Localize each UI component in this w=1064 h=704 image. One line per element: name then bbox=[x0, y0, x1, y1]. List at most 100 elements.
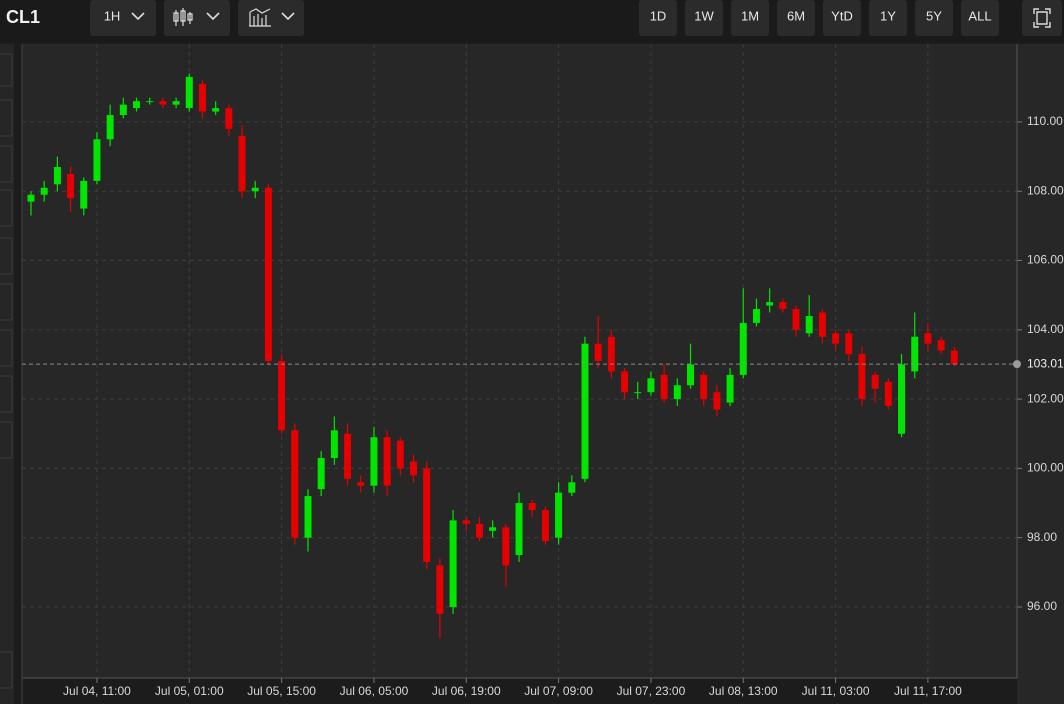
range-label: 1M bbox=[741, 8, 759, 23]
button-bg bbox=[869, 0, 907, 36]
candle-body bbox=[818, 312, 826, 337]
candle-body bbox=[93, 139, 101, 181]
candle-body bbox=[845, 333, 853, 355]
candle-body bbox=[937, 340, 945, 351]
candle-body bbox=[911, 336, 919, 372]
range-button[interactable]: 1D bbox=[639, 0, 677, 36]
y-tick-label: 100.00 bbox=[1027, 461, 1064, 475]
candle-body bbox=[185, 76, 193, 109]
candle-body bbox=[766, 302, 774, 306]
indicator-button[interactable] bbox=[238, 0, 304, 36]
x-tick-label: Jul 06, 19:00 bbox=[432, 684, 501, 698]
candle-body bbox=[159, 101, 167, 105]
candle-body bbox=[357, 482, 365, 486]
range-label: ALL bbox=[968, 8, 991, 23]
button-bg bbox=[90, 0, 156, 36]
candle-body bbox=[133, 101, 141, 109]
x-tick-label: Jul 05, 01:00 bbox=[155, 684, 224, 698]
candle-body bbox=[67, 173, 75, 199]
tool-slots bbox=[0, 53, 13, 689]
x-tick-label: Jul 06, 05:00 bbox=[340, 684, 409, 698]
button-bg bbox=[1022, 0, 1062, 36]
candle-body bbox=[423, 468, 431, 562]
candle-body bbox=[687, 364, 694, 386]
range-button[interactable]: 1Y bbox=[869, 0, 907, 36]
candle-body bbox=[792, 309, 800, 330]
candle-body bbox=[739, 322, 747, 375]
x-tick-label: Jul 11, 03:00 bbox=[802, 684, 870, 698]
range-button[interactable]: 1W bbox=[685, 0, 723, 36]
candle-body bbox=[541, 509, 549, 542]
candle-body bbox=[805, 315, 813, 334]
candle-body bbox=[832, 333, 840, 344]
side-toolbar bbox=[0, 44, 14, 704]
x-tick-label: Jul 07, 23:00 bbox=[617, 684, 686, 698]
candle-body bbox=[251, 187, 259, 192]
x-tick-label: Jul 11, 17:00 bbox=[894, 684, 962, 698]
fullscreen-icon bbox=[1033, 8, 1051, 28]
x-tick-label: Jul 08, 13:00 bbox=[709, 684, 778, 698]
candle-body bbox=[238, 135, 246, 192]
candle-body bbox=[621, 371, 629, 393]
button-bg bbox=[731, 0, 769, 36]
fullscreen-button[interactable] bbox=[1022, 0, 1062, 36]
candle-body bbox=[871, 374, 879, 389]
candle-body bbox=[410, 461, 418, 476]
candle-body bbox=[278, 361, 286, 431]
range-button[interactable]: ALL bbox=[961, 0, 999, 36]
y-tick-label: 96.00 bbox=[1027, 599, 1057, 613]
range-button[interactable]: 1M bbox=[731, 0, 769, 36]
x-tick-label: Jul 07, 09:00 bbox=[524, 684, 593, 698]
chart-type-button[interactable] bbox=[164, 0, 230, 36]
candle-body bbox=[489, 527, 497, 531]
candle-body bbox=[106, 115, 114, 140]
chevron bbox=[206, 12, 220, 21]
y-tick-label: 98.00 bbox=[1027, 530, 1057, 544]
candle-body bbox=[660, 374, 668, 400]
candle-body bbox=[317, 458, 325, 490]
range-button[interactable]: 6M bbox=[777, 0, 815, 36]
interval-button[interactable]: 1H bbox=[90, 0, 156, 36]
candle-body bbox=[647, 378, 655, 393]
candle-body bbox=[779, 302, 787, 310]
candle-body bbox=[344, 433, 352, 479]
range-label: 6M bbox=[787, 8, 805, 23]
last-price-label: 103.01 bbox=[1027, 356, 1064, 370]
candle-body bbox=[607, 336, 615, 372]
candle-body bbox=[462, 520, 470, 524]
candle-icon bbox=[173, 8, 193, 26]
candle-body bbox=[581, 343, 589, 479]
candle-body bbox=[370, 437, 378, 486]
y-tick-label: 110.00 bbox=[1027, 114, 1063, 128]
button-bg bbox=[639, 0, 677, 36]
candle-body bbox=[396, 440, 404, 469]
candle-body bbox=[53, 166, 61, 185]
candle-body bbox=[264, 187, 272, 361]
candle-body bbox=[673, 385, 681, 400]
range-button[interactable]: 5Y bbox=[915, 0, 953, 36]
plot-area bbox=[22, 44, 1017, 678]
range-label: 1W bbox=[694, 8, 714, 23]
candle-body bbox=[752, 309, 760, 323]
candle-body bbox=[198, 83, 206, 112]
y-axis-area bbox=[1017, 44, 1064, 704]
side-tools bbox=[0, 53, 13, 689]
candle-body bbox=[212, 108, 220, 112]
candle-body bbox=[291, 430, 299, 538]
range-label: 1D bbox=[650, 8, 667, 23]
candle-body bbox=[898, 364, 906, 434]
candle-body bbox=[726, 374, 734, 403]
y-tick-label: 108.00 bbox=[1027, 183, 1064, 197]
last-price-dot bbox=[1013, 360, 1021, 369]
candle-body bbox=[924, 333, 932, 344]
range-label: 1Y bbox=[880, 8, 896, 23]
candle-body bbox=[146, 101, 154, 103]
candle-body bbox=[80, 180, 88, 209]
interval-label: 1H bbox=[104, 8, 121, 23]
chevron bbox=[281, 12, 295, 21]
button-bg bbox=[915, 0, 953, 36]
chevron bbox=[131, 12, 145, 21]
range-button[interactable]: YtD bbox=[823, 0, 861, 36]
